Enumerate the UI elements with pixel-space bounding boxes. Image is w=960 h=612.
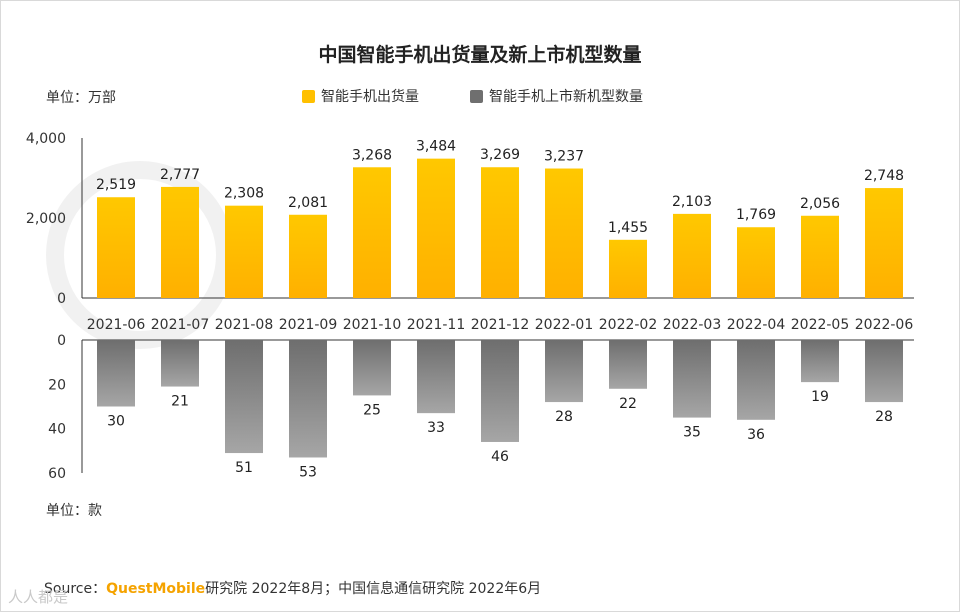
y-tick-label-shipments: 0	[57, 291, 66, 307]
bar-shipments	[353, 167, 391, 298]
y-tick-label-shipments: 2,000	[26, 211, 66, 227]
data-label-models: 36	[747, 427, 765, 443]
y-tick-label-shipments: 4,000	[26, 131, 66, 147]
x-tick-label: 2022-01	[535, 317, 594, 333]
data-label-shipments: 3,237	[544, 149, 584, 165]
bar-shipments	[161, 186, 199, 298]
x-tick-label: 2021-09	[279, 317, 338, 333]
unit-label-models: 单位：款	[46, 503, 102, 519]
bar-models	[161, 340, 199, 387]
x-tick-label: 2022-05	[791, 317, 850, 333]
x-tick-label: 2021-12	[471, 317, 530, 333]
x-tick-label: 2021-06	[87, 317, 146, 333]
y-tick-label-models: 60	[48, 466, 66, 482]
y-tick-label-models: 0	[57, 333, 66, 349]
data-label-models: 19	[811, 389, 829, 405]
legend-item-shipments: 智能手机出货量	[302, 86, 419, 106]
bar-models	[417, 340, 455, 414]
source-note: Source：QuestMobile研究院 2022年8月；中国信息通信研究院 …	[44, 578, 541, 598]
x-tick-label: 2022-03	[663, 317, 722, 333]
data-label-shipments: 1,455	[608, 220, 648, 236]
x-tick-label: 2021-07	[151, 317, 210, 333]
data-label-models: 35	[683, 425, 701, 441]
data-label-models: 51	[235, 460, 253, 476]
data-label-shipments: 3,268	[352, 147, 392, 163]
data-label-models: 53	[299, 464, 317, 480]
bar-models	[289, 340, 327, 458]
bar-shipments	[289, 214, 327, 298]
data-label-models: 25	[363, 402, 381, 418]
bar-shipments	[417, 158, 455, 298]
x-tick-label: 2021-08	[215, 317, 274, 333]
data-label-shipments: 2,777	[160, 167, 200, 183]
x-tick-label: 2021-10	[343, 317, 402, 333]
bar-models	[737, 340, 775, 420]
x-tick-label: 2022-04	[727, 317, 786, 333]
watermark-text: 人人都是	[8, 588, 69, 606]
data-label-models: 28	[555, 409, 573, 425]
source-brand: QuestMobile	[106, 581, 206, 597]
data-label-models: 22	[619, 396, 637, 412]
legend-item-models: 智能手机上市新机型数量	[470, 86, 643, 106]
bar-shipments	[609, 239, 647, 298]
bar-models	[801, 340, 839, 383]
source-prefix: Source：	[44, 581, 107, 597]
bar-shipments	[481, 167, 519, 298]
bar-shipments	[545, 168, 583, 298]
data-label-shipments: 3,269	[480, 147, 520, 163]
data-label-models: 21	[171, 394, 189, 410]
data-label-shipments: 2,519	[96, 177, 136, 193]
bar-shipments	[801, 215, 839, 298]
bar-shipments	[673, 213, 711, 298]
y-tick-label-models: 20	[48, 377, 66, 393]
bar-shipments	[865, 188, 903, 298]
data-label-shipments: 2,103	[672, 194, 712, 210]
data-label-models: 33	[427, 420, 445, 436]
x-tick-label: 2022-02	[599, 317, 658, 333]
legend-label-shipments: 智能手机出货量	[321, 89, 419, 105]
data-label-shipments: 3,484	[416, 139, 456, 155]
x-tick-label: 2022-06	[855, 317, 914, 333]
bar-models	[865, 340, 903, 403]
bar-models	[97, 340, 135, 407]
unit-label-shipments: 单位：万部	[46, 90, 116, 106]
bar-shipments	[737, 227, 775, 298]
bar-models	[545, 340, 583, 403]
watermark-ring-icon	[46, 161, 234, 349]
data-label-shipments: 1,769	[736, 207, 776, 223]
data-label-shipments: 2,748	[864, 168, 904, 184]
data-label-shipments: 2,081	[288, 195, 328, 211]
legend-swatch-models	[470, 89, 483, 103]
source-rest: 研究院 2022年8月；中国信息通信研究院 2022年6月	[205, 581, 542, 597]
legend-swatch-shipments	[302, 89, 315, 103]
bar-models	[225, 340, 263, 454]
legend-label-models: 智能手机上市新机型数量	[489, 89, 643, 105]
data-label-models: 30	[107, 414, 125, 430]
bar-models	[609, 340, 647, 389]
data-label-models: 28	[875, 409, 893, 425]
x-tick-label: 2021-11	[407, 317, 466, 333]
chart-title: 中国智能手机出货量及新上市机型数量	[318, 44, 642, 66]
bar-models	[673, 340, 711, 418]
y-tick-label-models: 40	[48, 422, 66, 438]
data-label-models: 46	[491, 449, 509, 465]
bar-shipments	[97, 197, 135, 298]
bar-models	[481, 340, 519, 442]
bar-models	[353, 340, 391, 396]
bar-shipments	[225, 205, 263, 298]
data-label-shipments: 2,056	[800, 196, 840, 212]
data-label-shipments: 2,308	[224, 186, 264, 202]
